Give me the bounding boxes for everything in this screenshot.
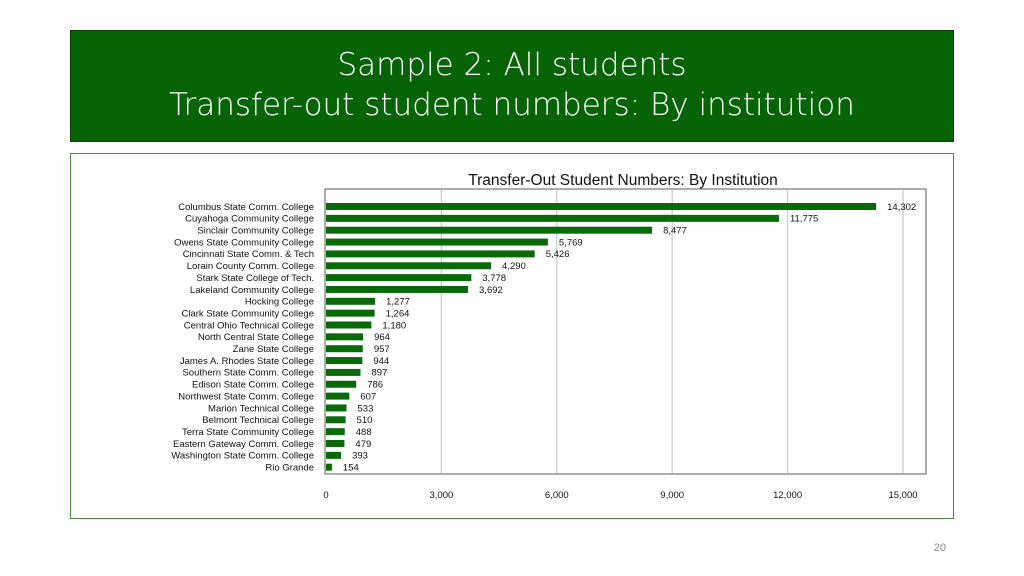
bar xyxy=(326,416,346,424)
bar xyxy=(326,392,350,400)
value-label: 533 xyxy=(358,403,374,414)
value-label: 11,775 xyxy=(790,214,818,225)
category-label: Owens State Community College xyxy=(174,237,314,248)
bar xyxy=(326,203,877,210)
category-label: Clark State Community College xyxy=(181,308,314,319)
value-label: 8,477 xyxy=(663,226,687,237)
slide-title-band: Sample 2: All students Transfer-out stud… xyxy=(70,30,954,142)
bar xyxy=(326,285,469,293)
category-label: Cuyahoga Community College xyxy=(185,214,314,225)
bar xyxy=(326,368,361,376)
category-label: Southern State Comm. College xyxy=(183,368,314,379)
bar xyxy=(326,214,779,222)
value-label: 5,769 xyxy=(559,237,583,248)
bar xyxy=(326,440,345,447)
category-label: Lakeland Community College xyxy=(190,285,314,296)
bar xyxy=(326,238,548,246)
value-label: 4,290 xyxy=(502,261,526,272)
x-tick-label: 3,000 xyxy=(430,490,454,501)
bar xyxy=(326,333,364,341)
category-label: Sinclair Community College xyxy=(197,226,314,237)
category-label: Central Ohio Technical College xyxy=(184,320,314,331)
bar-chart: Transfer-Out Student Numbers: By Institu… xyxy=(171,172,927,501)
value-label: 964 xyxy=(374,332,390,343)
value-label: 510 xyxy=(357,415,373,426)
plot-area xyxy=(324,188,927,475)
bar xyxy=(326,451,342,459)
value-label: 786 xyxy=(367,380,383,391)
slide-title-line-1: Sample 2: All students xyxy=(337,47,687,83)
value-label: 1,264 xyxy=(386,308,410,319)
bar xyxy=(326,428,345,436)
category-label: Marion Technical College xyxy=(208,403,314,414)
chart-title: Transfer-Out Student Numbers: By Institu… xyxy=(468,172,778,189)
x-tick-label: 9,000 xyxy=(660,490,684,501)
category-label: Edison State Comm. College xyxy=(192,380,314,391)
value-label: 5,426 xyxy=(546,249,570,260)
x-axis-ticks-layer: 0 3,000 6,000 9,000 12,000 15,000 xyxy=(323,490,917,501)
category-label: Lorain County Comm. College xyxy=(187,261,314,272)
category-label: Hocking College xyxy=(245,297,314,308)
value-label: 607 xyxy=(360,391,376,402)
bar xyxy=(326,262,492,270)
x-tick-label: 12,000 xyxy=(773,490,802,501)
value-label: 944 xyxy=(373,356,389,367)
category-label: Eastern Gateway Comm. College xyxy=(173,439,314,450)
category-label: Stark State College of Tech. xyxy=(196,273,314,284)
category-label: James A. Rhodes State College xyxy=(180,356,314,367)
bar xyxy=(326,463,332,471)
x-tick-label: 6,000 xyxy=(545,490,569,501)
x-tick-label: 15,000 xyxy=(888,490,917,501)
value-label: 393 xyxy=(352,451,368,462)
bar xyxy=(326,345,363,353)
category-label: Columbus State Comm. College xyxy=(178,202,314,213)
category-label: Zane State College xyxy=(233,344,314,355)
value-label: 479 xyxy=(355,439,371,450)
bar xyxy=(326,404,347,412)
bar xyxy=(326,226,653,234)
bar xyxy=(326,321,372,329)
grid-layer xyxy=(440,190,904,473)
value-label: 3,778 xyxy=(482,273,506,284)
value-label: 957 xyxy=(374,344,390,355)
category-label: Cincinnati State Comm. & Tech xyxy=(183,249,314,260)
slide-title-line-2: Transfer-out student numbers: By institu… xyxy=(169,87,855,123)
bar xyxy=(326,274,472,282)
value-label: 154 xyxy=(343,463,359,474)
bar xyxy=(326,357,363,365)
chart-frame: Transfer-Out Student Numbers: By Institu… xyxy=(70,153,954,519)
bar xyxy=(326,250,535,258)
value-label: 1,277 xyxy=(386,297,410,308)
bar xyxy=(326,297,376,305)
category-label: Northwest State Comm. College xyxy=(178,391,314,402)
category-label: Terra State Community College xyxy=(182,427,314,438)
bar xyxy=(326,309,375,317)
value-label: 488 xyxy=(356,427,372,438)
value-label: 897 xyxy=(372,368,388,379)
value-label: 1,180 xyxy=(382,320,406,331)
page-number: 20 xyxy=(933,542,946,554)
category-label: Belmont Technical College xyxy=(202,415,314,426)
value-label: 14,302 xyxy=(887,202,916,213)
value-label: 3,692 xyxy=(479,285,503,296)
bar xyxy=(326,380,357,388)
x-tick-label: 0 xyxy=(323,490,328,501)
category-label: Rio Grande xyxy=(265,463,314,474)
category-label: North Central State College xyxy=(198,332,314,343)
bars-layer xyxy=(326,203,877,471)
category-label: Washington State Comm. College xyxy=(171,451,314,462)
